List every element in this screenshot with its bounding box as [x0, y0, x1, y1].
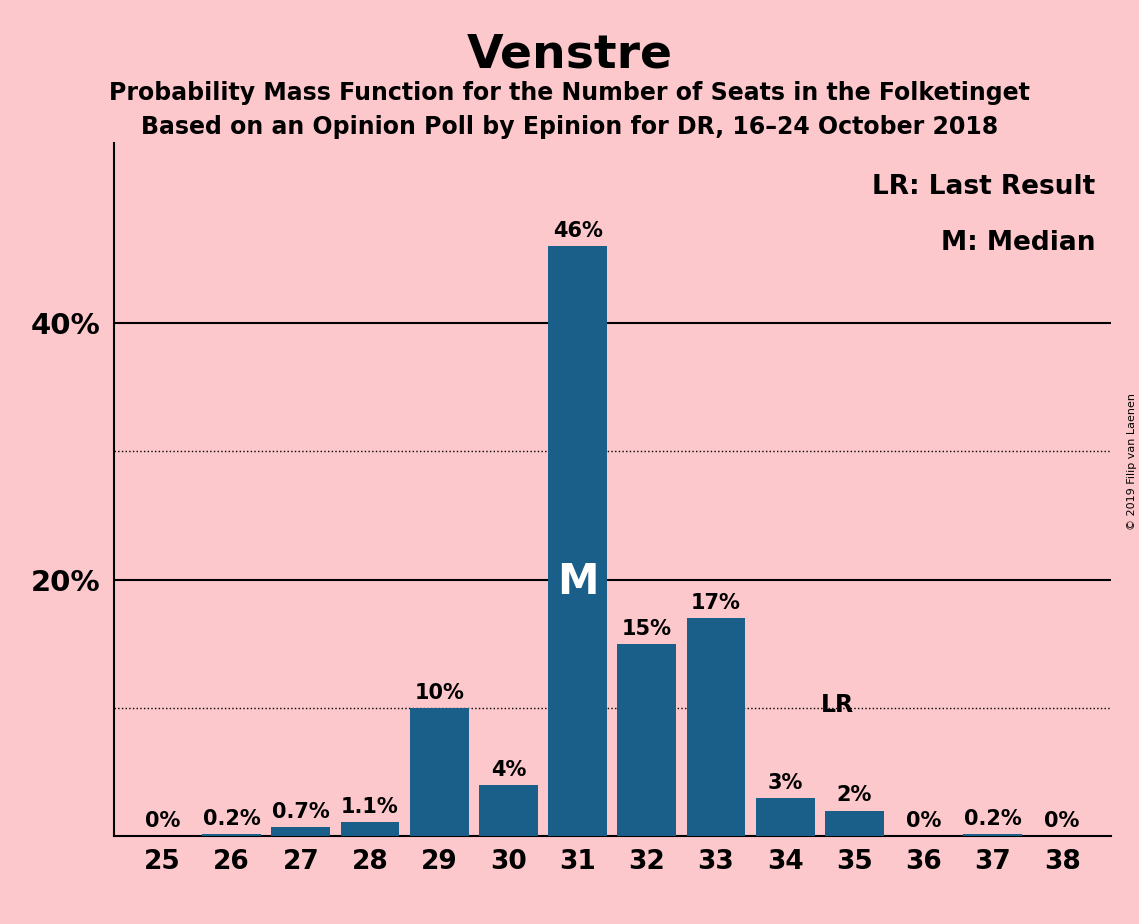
Bar [480, 784, 538, 836]
Bar [271, 827, 330, 836]
Text: LR: Last Result: LR: Last Result [872, 175, 1096, 201]
Bar [825, 810, 884, 836]
Text: 46%: 46% [552, 221, 603, 241]
Text: Venstre: Venstre [467, 32, 672, 78]
Text: 3%: 3% [768, 772, 803, 793]
Text: 0.2%: 0.2% [203, 808, 261, 829]
Text: 0%: 0% [145, 811, 180, 831]
Bar [964, 833, 1023, 836]
Bar [341, 822, 400, 836]
Text: 0%: 0% [1044, 811, 1080, 831]
Text: 0%: 0% [906, 811, 941, 831]
Bar [617, 644, 677, 836]
Text: 0.2%: 0.2% [964, 808, 1022, 829]
Text: Probability Mass Function for the Number of Seats in the Folketinget: Probability Mass Function for the Number… [109, 81, 1030, 105]
Text: M: Median: M: Median [941, 230, 1096, 256]
Bar [548, 246, 607, 836]
Text: 4%: 4% [491, 760, 526, 780]
Bar [687, 618, 745, 836]
Bar [202, 833, 261, 836]
Text: 10%: 10% [415, 683, 464, 703]
Text: © 2019 Filip van Laenen: © 2019 Filip van Laenen [1126, 394, 1137, 530]
Text: M: M [557, 562, 598, 603]
Text: Based on an Opinion Poll by Epinion for DR, 16–24 October 2018: Based on an Opinion Poll by Epinion for … [141, 115, 998, 139]
Text: 1.1%: 1.1% [341, 797, 399, 817]
Text: 0.7%: 0.7% [272, 802, 329, 822]
Bar [756, 797, 814, 836]
Text: 2%: 2% [837, 785, 872, 806]
Text: LR: LR [821, 693, 854, 717]
Text: 15%: 15% [622, 618, 672, 638]
Bar [410, 708, 468, 836]
Text: 17%: 17% [691, 593, 741, 613]
